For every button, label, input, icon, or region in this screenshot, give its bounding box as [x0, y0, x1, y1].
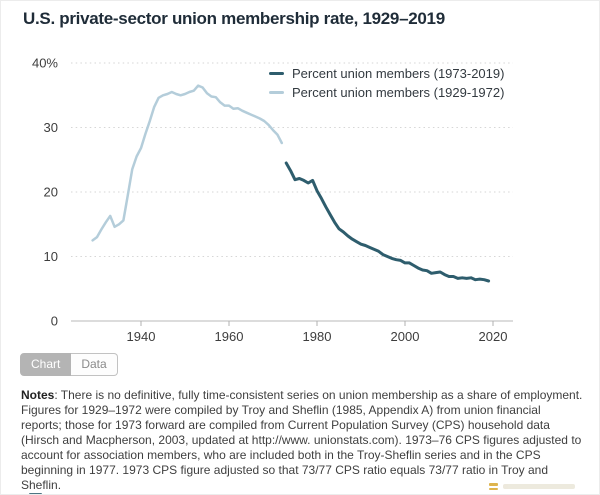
y-axis-tick-label: 30: [44, 120, 58, 135]
notes-body: : There is no definitive, fully time-con…: [21, 388, 583, 492]
legend-swatch-dark-line-icon: [269, 71, 284, 76]
legend-item: Percent union members (1973-2019): [269, 66, 504, 81]
view-toggle: Chart Data: [20, 353, 118, 376]
watermark-bars-icon: [489, 483, 498, 490]
legend: Percent union members (1973-2019) Percen…: [269, 66, 504, 100]
y-axis-tick-label: 20: [44, 185, 58, 200]
series-line-1929: [91, 84, 284, 242]
x-axis-tick-label: 1960: [215, 329, 244, 344]
legend-swatch-light-line-icon: [269, 90, 284, 95]
watermark-wordmark: [503, 484, 575, 489]
chart-tab-button[interactable]: Chart: [20, 353, 72, 376]
x-axis-tick-label: 2020: [479, 329, 508, 344]
series-line-1973: [284, 161, 491, 283]
chart-title: U.S. private-sector union membership rat…: [23, 9, 445, 28]
legend-label: Percent union members (1929-1972): [292, 85, 505, 100]
data-tab-button[interactable]: Data: [71, 353, 118, 376]
legend-label: Percent union members (1973-2019): [292, 66, 505, 81]
y-axis-tick-label: 40%: [32, 56, 58, 71]
x-axis-tick-label: 2000: [391, 329, 420, 344]
y-axis-tick-label: 0: [51, 314, 58, 329]
watermark-logo: [489, 483, 575, 490]
x-axis-tick-label: 1980: [303, 329, 332, 344]
notes-text: Notes: There is no definitive, fully tim…: [21, 388, 583, 493]
notes-label: Notes: [21, 388, 55, 402]
clipped-content-fragment: [29, 493, 42, 494]
x-axis-tick-label: 1940: [127, 329, 156, 344]
legend-item: Percent union members (1929-1972): [269, 85, 504, 100]
y-axis-tick-label: 10: [44, 249, 58, 264]
